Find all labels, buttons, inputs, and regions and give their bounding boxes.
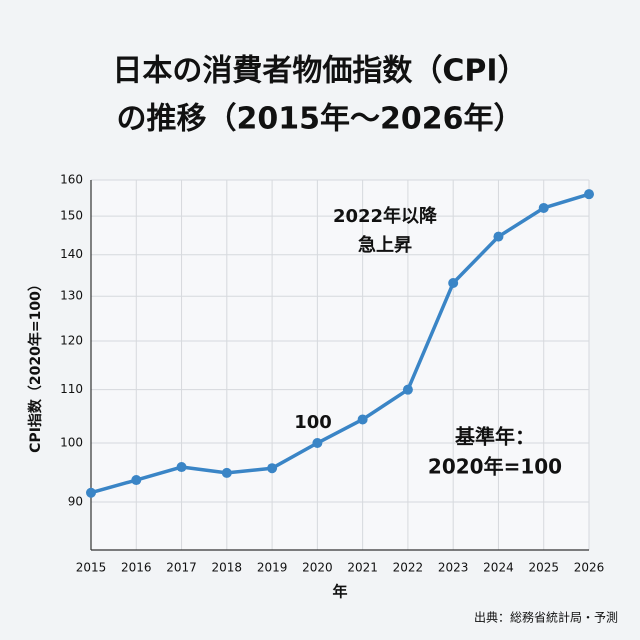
chart-title: 日本の消費者物価指数（CPI） <box>112 54 527 89</box>
annotation: 基準年： <box>455 425 535 449</box>
y-axis-label: CPI指数（2020年=100） <box>27 277 44 453</box>
x-tick-label: 2022 <box>393 561 424 575</box>
plot-area <box>91 180 589 550</box>
chart-title: の推移（2015年〜2026年） <box>117 102 524 137</box>
x-tick-label: 2018 <box>212 561 243 575</box>
data-point <box>267 463 278 474</box>
x-tick-label: 2024 <box>483 561 514 575</box>
annotation: 100 <box>294 412 332 433</box>
y-tick-label: 140 <box>60 247 83 261</box>
x-tick-label: 2020 <box>302 561 333 575</box>
x-tick-label: 2017 <box>166 561 197 575</box>
x-tick-label: 2025 <box>528 561 559 575</box>
x-tick-label: 2015 <box>76 561 107 575</box>
annotation: 2022年以降 <box>333 205 438 227</box>
data-point <box>448 278 459 289</box>
data-point <box>493 231 504 242</box>
annotation: 2020年=100 <box>428 455 562 479</box>
data-point <box>402 384 413 395</box>
annotation: 急上昇 <box>358 234 412 256</box>
data-point <box>357 414 368 425</box>
data-point <box>86 487 96 498</box>
y-tick-label: 110 <box>60 382 83 396</box>
y-tick-label: 150 <box>60 209 83 223</box>
data-line <box>90 192 590 495</box>
data-point <box>538 202 549 213</box>
x-tick-label: 2021 <box>347 561 378 575</box>
x-tick-label: 2016 <box>121 561 152 575</box>
y-tick-label: 100 <box>60 436 83 450</box>
data-point <box>131 475 142 486</box>
y-tick-label: 90 <box>68 494 83 508</box>
data-point <box>584 189 594 200</box>
y-tick-label: 160 <box>60 173 83 187</box>
x-tick-label: 2026 <box>574 561 605 575</box>
source: 出典：総務省統計局・予測 <box>474 610 618 625</box>
y-tick-label: 120 <box>60 333 83 347</box>
data-point <box>221 467 232 478</box>
x-tick-label: 2019 <box>257 561 288 575</box>
x-axis-label: 年 <box>332 583 347 601</box>
x-tick-label: 2023 <box>438 561 469 575</box>
data-point <box>176 462 187 473</box>
y-tick-label: 130 <box>60 289 83 303</box>
data-point <box>312 438 323 449</box>
